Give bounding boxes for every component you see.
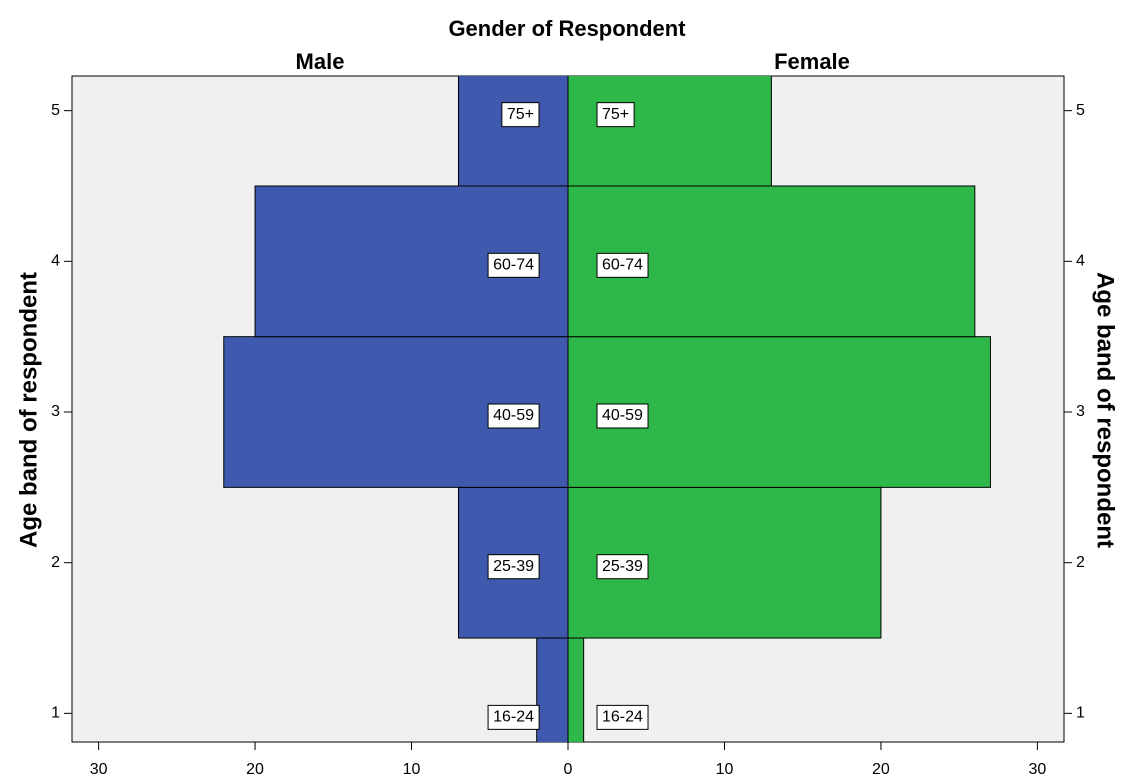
category-label: 75+ [602, 106, 629, 123]
y-axis-label: Age band of respondent [1092, 272, 1119, 548]
y-tick-label: 3 [51, 403, 60, 420]
label-box [487, 554, 540, 580]
category-label: 60-74 [602, 257, 643, 274]
category-label: 16-24 [602, 709, 643, 726]
bar [567, 76, 772, 187]
label-box [596, 704, 649, 730]
panel-label: Female [774, 49, 850, 74]
category-label: 16-24 [493, 709, 534, 726]
x-tick-label: 20 [246, 761, 264, 778]
x-tick-label: 10 [403, 761, 421, 778]
category-label: 40-59 [602, 407, 643, 424]
bar [457, 76, 569, 187]
label-box [596, 554, 649, 580]
bar [567, 637, 585, 742]
y-tick-label: 4 [1076, 253, 1085, 270]
category-label: 25-39 [602, 558, 643, 575]
y-tick-label: 1 [1076, 705, 1085, 722]
y-tick-label: 5 [51, 102, 60, 119]
label-box [596, 102, 635, 128]
bar [536, 637, 569, 742]
y-tick-label: 1 [51, 705, 60, 722]
label-box [487, 403, 540, 429]
y-tick-label: 2 [1076, 554, 1085, 571]
label-box [487, 252, 540, 278]
chart-title: Gender of Respondent [448, 16, 686, 41]
y-tick-label: 5 [1076, 102, 1085, 119]
x-tick-label: 0 [564, 761, 573, 778]
y-tick-label: 4 [51, 253, 60, 270]
x-tick-label: 20 [872, 761, 890, 778]
category-label: 25-39 [493, 558, 534, 575]
x-tick-label: 10 [716, 761, 734, 778]
x-tick-label: 30 [90, 761, 108, 778]
bars [223, 76, 991, 742]
category-label: 60-74 [493, 257, 534, 274]
x-tick-label: 30 [1029, 761, 1047, 778]
label-box [596, 403, 649, 429]
category-label: 40-59 [493, 407, 534, 424]
label-box [487, 704, 540, 730]
panel-label: Male [296, 49, 345, 74]
label-box [596, 252, 649, 278]
label-box [501, 102, 540, 128]
category-label: 75+ [507, 106, 534, 123]
y-tick-label: 2 [51, 554, 60, 571]
y-axis-label: Age band of respondent [15, 272, 42, 548]
y-tick-label: 3 [1076, 403, 1085, 420]
